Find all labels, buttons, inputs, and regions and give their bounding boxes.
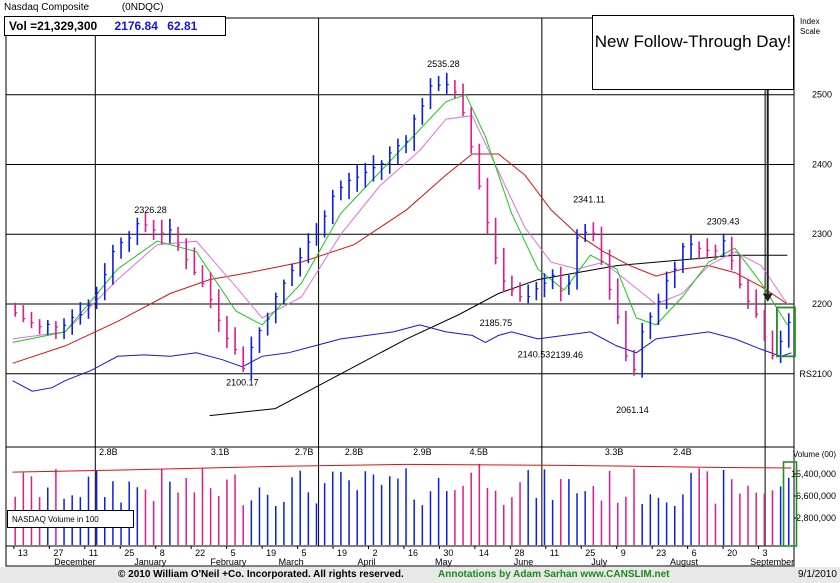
month-label: May	[435, 557, 453, 567]
volume-tick-label: 15,400,000	[791, 469, 836, 479]
week-label: 5	[302, 548, 307, 558]
price-tick-label: 2300	[812, 229, 832, 239]
week-label: 13	[18, 548, 28, 558]
volume-tick-label: 6,600,000	[796, 491, 836, 501]
week-label: 20	[727, 548, 737, 558]
month-label: February	[210, 557, 247, 567]
volume-axis-title: Volume (00)	[793, 450, 836, 459]
rs-label: RS	[799, 369, 812, 379]
price-label: 2341.11	[573, 195, 605, 205]
footer: © 2010 William O'Neil +Co. Incorporated.…	[0, 567, 840, 583]
volume-label: 2.4B	[673, 447, 692, 457]
week-label: 6	[692, 548, 697, 558]
month-label: September	[750, 557, 794, 567]
month-label: January	[134, 557, 167, 567]
week-label: 11	[89, 548, 98, 558]
follow-through-callout: New Follow-Through Day!	[592, 15, 794, 90]
follow-through-volume-box	[782, 461, 798, 547]
volume-label: 2.9B	[413, 447, 432, 457]
copyright-text: © 2010 William O'Neil +Co. Incorporated.…	[118, 569, 404, 580]
week-label: 30	[443, 548, 453, 558]
price-label: 2309.43	[707, 217, 740, 227]
volume-label: 3.3B	[605, 447, 624, 457]
week-label: 16	[408, 548, 418, 558]
price-label: 2185.75	[480, 318, 513, 328]
price-label: 2535.28	[427, 59, 460, 69]
index-symbol: (0NDQC)	[121, 2, 164, 13]
price-tick-label: 2200	[812, 299, 832, 309]
ma-10-line	[12, 94, 788, 343]
price-label: 2326.28	[134, 205, 167, 215]
month-label: July	[591, 557, 608, 567]
rs-line	[12, 324, 792, 392]
annotation-credit: Annotations by Adam Sarhan www.CANSLIM.n…	[438, 569, 670, 580]
x-axis	[5, 545, 795, 567]
volume-value: Vol =21,329,300	[9, 19, 98, 33]
price-tick-label: 2100	[812, 369, 832, 379]
week-label: 25	[124, 548, 134, 558]
price-tick-label: 2400	[812, 159, 832, 169]
week-label: 8	[160, 548, 165, 558]
week-label: 25	[585, 548, 595, 558]
week-label: 11	[550, 548, 559, 558]
week-label: 9	[621, 548, 626, 558]
week-label: 3	[763, 548, 768, 558]
index-name: Nasdaq Composite	[4, 2, 90, 13]
ma-50-line	[12, 153, 788, 364]
chart-title: Nasdaq Composite (0NDQC)	[4, 2, 176, 14]
week-label: 19	[266, 548, 276, 558]
month-label: December	[54, 557, 96, 567]
week-label: 23	[656, 548, 666, 558]
price-change: 62.81	[167, 19, 198, 33]
volume-tick-label: 2,800,000	[796, 513, 836, 523]
footer-date: 9/1/2010	[798, 569, 837, 580]
price-label: 2061.14	[616, 405, 649, 415]
price-label: 2140.53	[518, 349, 551, 359]
last-price: 2176.84	[114, 19, 158, 33]
week-label: 27	[53, 548, 63, 558]
week-label: 2	[372, 548, 377, 558]
price-axis-title: Scale	[800, 27, 821, 36]
volume-label: 2.8B	[99, 447, 118, 457]
ma-200-line	[209, 254, 788, 417]
callout-arrowhead	[762, 293, 773, 302]
week-label: 5	[231, 548, 236, 558]
month-label: August	[670, 557, 699, 567]
volume-panel	[5, 446, 795, 547]
callout-text: New Follow-Through Day!	[594, 32, 792, 51]
volume-label: 2.8B	[345, 447, 364, 457]
month-label: April	[357, 557, 375, 567]
week-label: 19	[337, 548, 347, 558]
month-label: June	[514, 557, 534, 567]
price-axis-title: Index	[800, 17, 820, 26]
ma-20-line	[12, 115, 788, 340]
price-label: 2139.46	[551, 350, 584, 360]
volume-summary: Vol =21,329,300 2176.84 62.81	[4, 16, 226, 36]
volume-legend: NASDAQ Volume in 100	[7, 510, 134, 528]
week-label: 28	[514, 548, 524, 558]
price-label: 2100.17	[226, 378, 259, 388]
follow-through-box	[776, 306, 796, 358]
week-label: 14	[479, 548, 489, 558]
volume-label: 3.1B	[211, 447, 230, 457]
week-label: 22	[195, 548, 205, 558]
price-tick-label: 2500	[812, 90, 832, 100]
volume-label: 4.5B	[470, 447, 489, 457]
volume-label: 2.7B	[295, 447, 314, 457]
volume-average-line	[12, 463, 792, 473]
month-label: March	[279, 557, 304, 567]
